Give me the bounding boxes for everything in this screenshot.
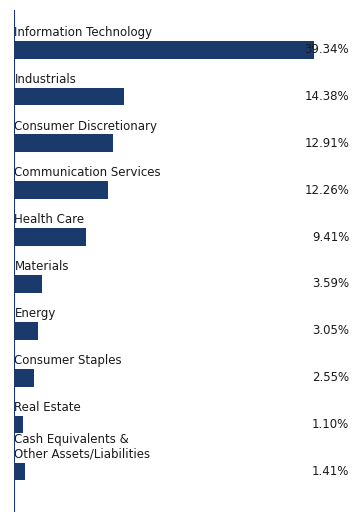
Text: 9.41%: 9.41% [312, 231, 349, 244]
Bar [14, 416, 23, 433]
Bar [14, 275, 42, 293]
Text: 14.38%: 14.38% [305, 90, 349, 103]
Text: 1.41%: 1.41% [312, 465, 349, 478]
Bar [14, 463, 25, 480]
Text: 2.55%: 2.55% [312, 371, 349, 384]
Text: Real Estate: Real Estate [14, 401, 81, 414]
Text: Energy: Energy [14, 307, 56, 320]
Text: 1.10%: 1.10% [312, 418, 349, 431]
Bar [14, 181, 108, 199]
Bar [14, 322, 37, 340]
Text: Consumer Discretionary: Consumer Discretionary [14, 119, 157, 132]
Text: 12.91%: 12.91% [304, 137, 349, 150]
Text: 3.05%: 3.05% [312, 324, 349, 337]
Text: Health Care: Health Care [14, 214, 85, 226]
Text: 12.26%: 12.26% [304, 184, 349, 197]
Text: Cash Equivalents &
Other Assets/Liabilities: Cash Equivalents & Other Assets/Liabilit… [14, 433, 150, 461]
Text: Industrials: Industrials [14, 73, 76, 86]
Bar [14, 134, 113, 153]
Text: Communication Services: Communication Services [14, 166, 161, 179]
Text: 39.34%: 39.34% [305, 43, 349, 56]
Bar [14, 41, 314, 58]
Bar [14, 228, 86, 246]
Bar [14, 369, 34, 387]
Text: 3.59%: 3.59% [312, 278, 349, 291]
Text: Materials: Materials [14, 260, 69, 273]
Bar [14, 87, 124, 105]
Text: Consumer Staples: Consumer Staples [14, 354, 122, 367]
Text: Information Technology: Information Technology [14, 26, 153, 39]
